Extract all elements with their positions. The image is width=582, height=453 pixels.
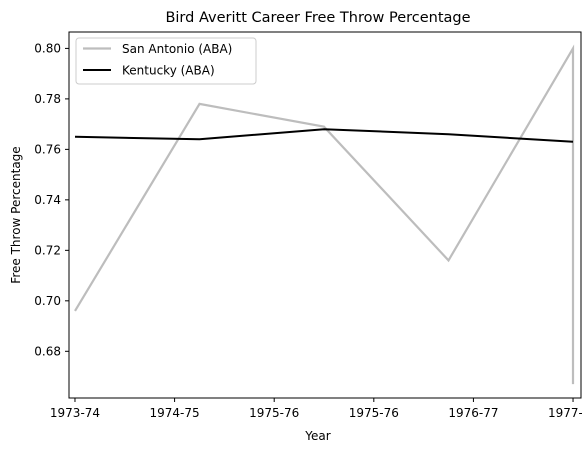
y-tick-label: 0.76 <box>34 143 61 157</box>
legend-label-san-antonio: San Antonio (ABA) <box>122 42 232 56</box>
x-tick-label: 1977-78 <box>548 406 582 420</box>
y-tick-label: 0.68 <box>34 345 61 359</box>
x-tick-label: 1973-74 <box>50 406 100 420</box>
x-axis-label: Year <box>304 429 330 443</box>
x-tick-label: 1974-75 <box>150 406 200 420</box>
legend-frame <box>75 37 257 85</box>
plot-lines <box>74 44 575 385</box>
chart-title: Bird Averitt Career Free Throw Percentag… <box>165 10 470 26</box>
y-tick-label: 0.78 <box>34 92 61 106</box>
x-axis: 1973-74 1974-75 1975-76 1975-76 1976-77 1977-… <box>50 398 582 420</box>
y-tick-label: 0.80 <box>34 42 61 56</box>
y-tick-label: 0.70 <box>34 294 61 308</box>
legend: San Antonio (ABA) Kentucky (ABA) <box>75 37 257 85</box>
series-line-1 <box>74 128 574 143</box>
y-axis-label: Free Throw Percentage <box>9 146 23 283</box>
series-line-0 <box>74 44 575 385</box>
y-axis: 0.68 0.70 0.72 0.74 0.76 0.78 0.80 <box>34 42 69 359</box>
x-tick-label: 1976-77 <box>448 406 498 420</box>
legend-label-kentucky: Kentucky (ABA) <box>122 64 215 78</box>
y-tick-label: 0.74 <box>34 193 61 207</box>
plot-frame <box>68 31 582 399</box>
x-tick-label: 1975-76 <box>249 406 299 420</box>
y-tick-label: 0.72 <box>34 244 61 258</box>
x-tick-label: 1975-76 <box>349 406 399 420</box>
